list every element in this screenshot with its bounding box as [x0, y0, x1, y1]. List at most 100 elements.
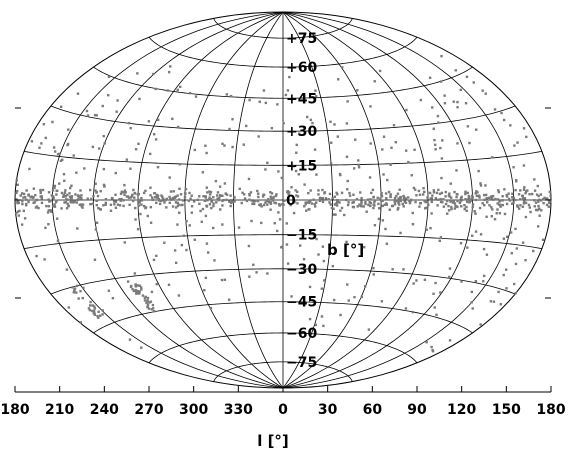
data-point	[441, 139, 444, 142]
data-point	[252, 202, 256, 206]
data-point	[165, 206, 168, 209]
data-point	[250, 199, 253, 202]
data-point	[427, 203, 430, 207]
data-point	[394, 141, 398, 144]
data-point	[337, 78, 340, 81]
data-point	[190, 194, 193, 197]
data-point	[460, 280, 463, 283]
data-point	[131, 199, 135, 203]
data-point	[430, 345, 433, 349]
data-point	[168, 195, 171, 199]
data-point	[503, 188, 506, 191]
data-point	[389, 195, 392, 198]
data-point	[136, 284, 140, 287]
data-point	[25, 189, 28, 192]
data-point	[407, 160, 410, 164]
data-point	[314, 323, 317, 327]
data-point	[431, 348, 434, 352]
data-point	[521, 241, 525, 244]
data-point	[359, 191, 362, 194]
data-point	[104, 197, 108, 201]
data-point	[346, 179, 349, 183]
data-point	[154, 196, 157, 199]
data-point	[526, 189, 529, 192]
data-point	[437, 198, 440, 201]
data-point	[385, 196, 388, 200]
data-point	[360, 295, 364, 299]
data-point	[63, 201, 66, 204]
data-point	[512, 201, 515, 204]
data-point	[282, 122, 285, 125]
data-point	[523, 197, 527, 200]
data-point	[413, 148, 416, 151]
data-point	[204, 214, 208, 218]
data-point	[169, 190, 173, 193]
data-point	[533, 178, 536, 181]
data-point	[22, 209, 25, 213]
data-point	[248, 275, 251, 278]
data-point	[146, 214, 149, 218]
data-point	[23, 217, 27, 220]
data-point	[89, 203, 92, 206]
data-point	[303, 183, 306, 186]
x-tick-label: 270	[134, 402, 163, 418]
data-point	[297, 173, 301, 176]
data-point	[80, 205, 83, 208]
data-point	[380, 300, 384, 303]
data-point	[286, 262, 290, 265]
data-point	[418, 205, 421, 208]
data-point	[338, 201, 341, 204]
data-point	[474, 192, 477, 195]
data-point	[102, 134, 105, 138]
data-point	[227, 298, 231, 301]
x-tick-label: 0	[278, 402, 288, 418]
data-point	[163, 201, 166, 204]
data-point	[470, 301, 473, 304]
data-point	[444, 190, 448, 194]
data-point	[125, 158, 129, 161]
data-point	[500, 199, 503, 202]
data-point	[455, 205, 458, 208]
data-point	[313, 148, 317, 151]
data-point	[369, 105, 372, 108]
data-point	[252, 200, 255, 203]
data-point	[155, 201, 158, 205]
data-point	[168, 176, 171, 179]
data-point	[260, 205, 263, 208]
data-point	[149, 194, 152, 197]
data-point	[479, 182, 482, 185]
data-point	[517, 207, 521, 210]
data-point	[378, 69, 382, 73]
meridian-line	[93, 11, 284, 389]
data-point	[318, 198, 322, 201]
data-point	[219, 194, 222, 198]
data-point	[440, 176, 443, 180]
data-point	[159, 199, 163, 203]
data-point	[262, 193, 266, 196]
data-point	[88, 188, 92, 192]
data-point	[418, 193, 422, 196]
data-point	[432, 292, 435, 296]
data-point	[502, 237, 506, 240]
data-point	[496, 208, 499, 211]
data-point	[204, 276, 208, 280]
data-point	[217, 198, 220, 202]
data-point	[223, 278, 227, 281]
data-point	[22, 192, 26, 196]
data-point	[168, 201, 171, 204]
data-point	[269, 195, 272, 198]
data-point	[352, 193, 355, 196]
data-point	[373, 80, 376, 83]
data-point	[372, 196, 375, 199]
data-point	[505, 195, 509, 198]
data-point	[393, 196, 397, 200]
data-point	[465, 209, 468, 212]
data-point	[79, 321, 83, 324]
data-point	[128, 203, 131, 207]
data-point	[468, 196, 471, 199]
data-point	[179, 193, 183, 196]
y-tick-label: +15	[286, 158, 317, 174]
data-point	[97, 206, 100, 210]
data-point	[294, 189, 297, 192]
data-point	[548, 200, 552, 203]
